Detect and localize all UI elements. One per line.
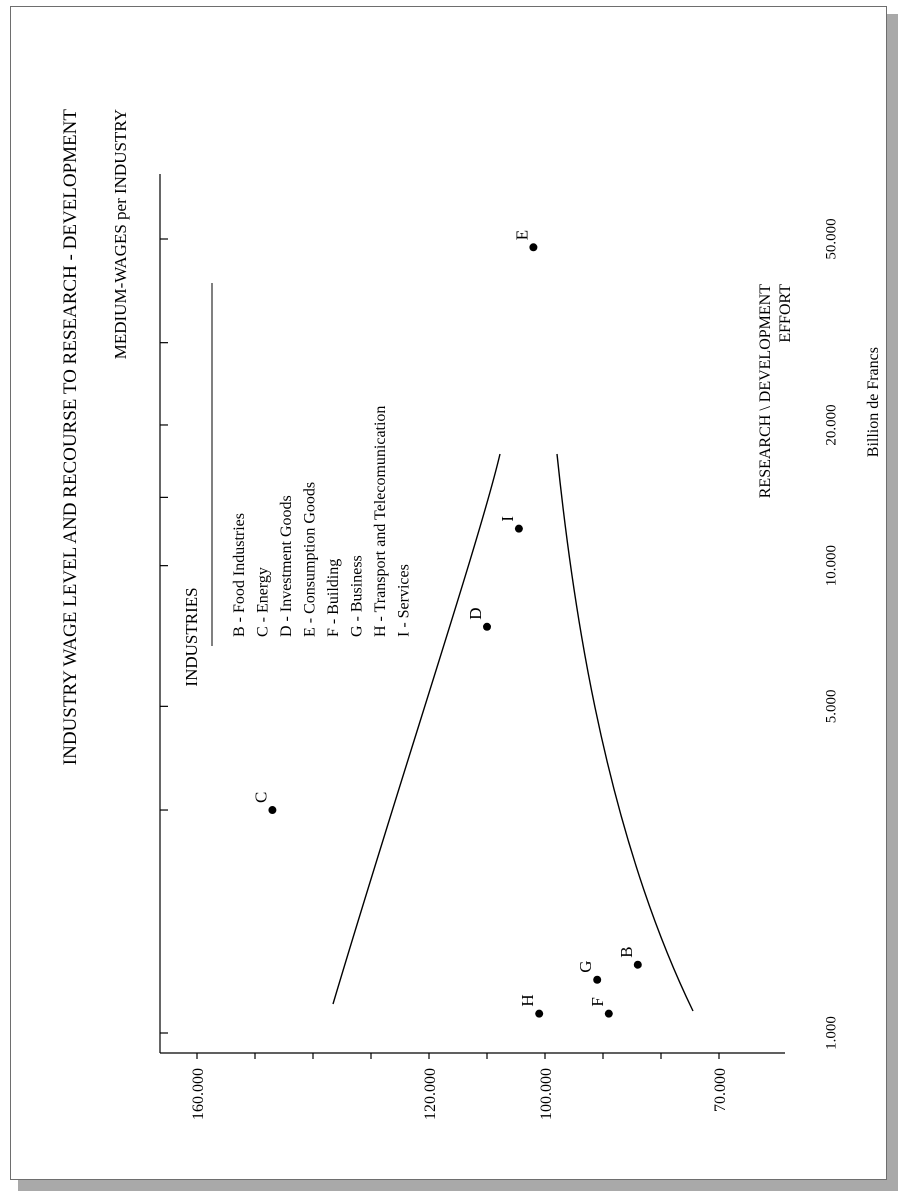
point-marker-B bbox=[633, 960, 642, 969]
legend-entry-5: G - Business bbox=[349, 555, 366, 637]
data-point-G: G bbox=[576, 960, 602, 984]
data-point-D: D bbox=[466, 607, 491, 631]
data-point-H: H bbox=[518, 994, 544, 1018]
y-axis-title: MEDIUM-WAGES per INDUSTRY bbox=[111, 109, 130, 359]
data-point-C: C bbox=[251, 792, 277, 815]
x-axis-ticks: 1.000 5.000 10.000 20.000 50.000 bbox=[160, 218, 839, 1050]
chart-frame bbox=[10, 6, 887, 1180]
legend-entry-6: H - Transport and Telecomunication bbox=[372, 406, 389, 637]
point-marker-G bbox=[593, 975, 602, 984]
point-marker-E bbox=[529, 243, 538, 252]
point-label-D: D bbox=[466, 607, 485, 619]
point-label-C: C bbox=[251, 792, 270, 803]
legend-entry-0: B - Food Industries bbox=[231, 513, 248, 637]
x-axis-unit-label: Billion de Francs bbox=[865, 347, 882, 457]
point-marker-C bbox=[268, 806, 277, 815]
x-axis-title-line-2: EFFORT bbox=[777, 284, 794, 343]
x-tick-label-0: 1.000 bbox=[823, 1016, 839, 1050]
legend-entries: B - Food Industries C - Energy D - Investm… bbox=[231, 406, 413, 637]
legend-title: INDUSTRIES bbox=[182, 587, 201, 686]
legend: INDUSTRIES B - Food Industries C - Energy… bbox=[182, 283, 413, 687]
y-tick-label-1: 100.000 bbox=[538, 1068, 555, 1120]
lower-envelope-curve bbox=[556, 453, 694, 1012]
point-label-G: G bbox=[576, 960, 595, 972]
x-tick-label-1: 5.000 bbox=[823, 689, 839, 723]
point-label-H: H bbox=[518, 994, 537, 1006]
data-points: B C D E F G H I bbox=[251, 230, 642, 1018]
x-tick-label-3: 20.000 bbox=[823, 404, 839, 445]
upper-envelope-curve bbox=[332, 453, 501, 1005]
x-axis-minor-ticks bbox=[160, 342, 168, 811]
y-axis-ticks: 70.000 100.000 120.000 160.000 bbox=[190, 1053, 729, 1120]
point-label-I: I bbox=[498, 516, 517, 522]
point-label-E: E bbox=[512, 230, 531, 240]
legend-entry-7: I - Services bbox=[396, 564, 413, 637]
y-tick-label-2: 120.000 bbox=[422, 1068, 439, 1120]
x-axis-title-line-1: RESEARCH \ DEVELOPMENT bbox=[757, 284, 774, 498]
y-tick-label-3: 160.000 bbox=[190, 1068, 207, 1120]
y-axis-minor-ticks bbox=[254, 1053, 662, 1059]
x-tick-label-2: 10.000 bbox=[823, 545, 839, 586]
point-label-B: B bbox=[617, 946, 636, 957]
y-tick-label-0: 70.000 bbox=[712, 1068, 729, 1112]
point-marker-F bbox=[604, 1009, 613, 1018]
data-point-E: E bbox=[512, 230, 538, 252]
legend-entry-4: F - Building bbox=[325, 559, 342, 637]
point-marker-H bbox=[535, 1009, 544, 1018]
data-point-B: B bbox=[617, 946, 642, 969]
data-point-F: F bbox=[588, 997, 613, 1018]
chart-title: INDUSTRY WAGE LEVEL AND RECOURSE TO RESE… bbox=[60, 109, 81, 766]
data-point-I: I bbox=[498, 516, 523, 533]
legend-entry-1: C - Energy bbox=[255, 567, 272, 637]
x-tick-label-4: 50.000 bbox=[823, 218, 839, 259]
legend-entry-2: D - Investment Goods bbox=[278, 495, 295, 637]
point-marker-D bbox=[483, 622, 491, 631]
point-label-F: F bbox=[588, 997, 607, 1006]
legend-entry-3: E - Consumption Goods bbox=[302, 482, 319, 637]
point-marker-I bbox=[514, 524, 523, 533]
plot-area: INDUSTRY WAGE LEVEL AND RECOURSE TO RESE… bbox=[60, 109, 882, 1120]
